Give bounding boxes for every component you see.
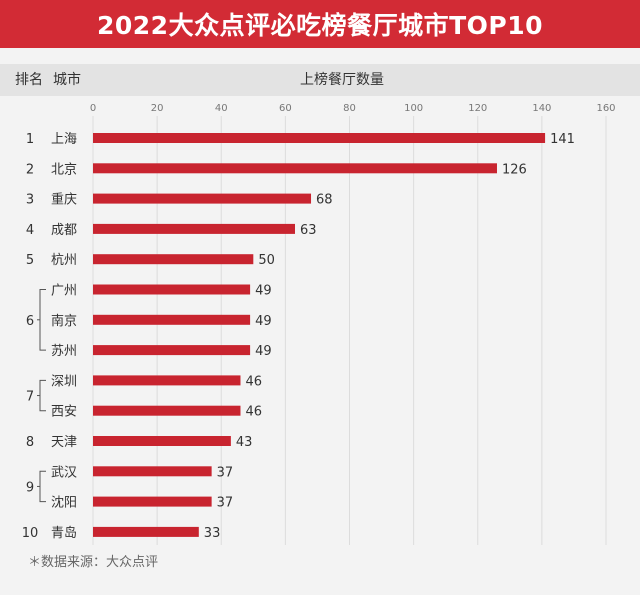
x-tick-label: 160 <box>596 103 615 114</box>
chart-title: 2022大众点评必吃榜餐厅城市TOP10 <box>0 0 640 48</box>
rank-label: 9 <box>26 480 34 495</box>
bar-value-label: 126 <box>502 162 527 177</box>
bar <box>93 193 312 204</box>
row-labels: 141上海126北京68重庆63成都50杭州49广州49南京49苏州46深圳46… <box>22 132 575 541</box>
column-header-row: 排名 城市 上榜餐厅数量 <box>0 64 640 96</box>
city-label: 成都 <box>51 223 77 238</box>
x-tick-label: 40 <box>215 103 228 114</box>
bar <box>93 405 241 416</box>
bar <box>93 284 251 295</box>
rank-label: 2 <box>26 162 34 177</box>
x-tick-label: 80 <box>343 103 356 114</box>
rank-label: 1 <box>26 132 34 147</box>
rank-group-bracket <box>39 379 46 412</box>
bar-value-label: 37 <box>217 465 234 480</box>
rank-column-header: 排名 <box>15 72 43 88</box>
bar-value-label: 68 <box>316 193 333 208</box>
x-tick-label: 120 <box>468 103 487 114</box>
city-label: 西安 <box>51 405 77 420</box>
x-tick-label: 60 <box>279 103 292 114</box>
bar <box>93 254 254 265</box>
city-label: 南京 <box>51 313 77 329</box>
bar-value-label: 49 <box>255 344 272 359</box>
bar-value-label: 43 <box>236 435 253 450</box>
x-tick-label: 140 <box>532 103 551 114</box>
city-label: 沈阳 <box>51 496 77 511</box>
rank-group-bracket <box>39 470 46 503</box>
rank-label: 3 <box>26 193 34 208</box>
city-column-header: 城市 <box>53 72 81 88</box>
bar-value-label: 37 <box>217 496 234 511</box>
city-label: 杭州 <box>51 253 77 268</box>
x-tick-label: 0 <box>90 103 96 114</box>
bar <box>93 163 497 174</box>
bar-value-label: 33 <box>204 526 221 541</box>
bar <box>93 496 212 507</box>
bar <box>93 526 199 537</box>
city-label: 深圳 <box>51 374 77 389</box>
rank-label: 5 <box>26 253 34 268</box>
bar <box>93 375 241 386</box>
bar <box>93 223 295 234</box>
gridlines <box>92 116 607 545</box>
city-label: 北京 <box>51 162 77 177</box>
city-label: 天津 <box>51 435 77 450</box>
city-label: 青岛 <box>51 525 77 541</box>
bar-value-label: 49 <box>255 284 272 299</box>
rank-label: 6 <box>26 314 34 329</box>
city-label: 苏州 <box>51 343 77 359</box>
bar-value-label: 50 <box>258 253 275 268</box>
bar-value-label: 63 <box>300 223 317 238</box>
rank-label: 4 <box>26 223 34 238</box>
bar <box>93 133 546 143</box>
bar-value-label: 141 <box>550 132 575 147</box>
bar <box>93 314 251 325</box>
data-source-note: ＊数据来源：大众点评 <box>28 555 159 570</box>
rank-group-bracket <box>39 289 46 351</box>
bar <box>93 466 212 477</box>
rank-label: 7 <box>26 390 34 405</box>
city-label: 武汉 <box>51 465 77 480</box>
bar <box>93 345 251 356</box>
rank-label: 10 <box>22 526 39 541</box>
city-label: 上海 <box>51 132 77 147</box>
x-tick-label: 100 <box>404 103 423 114</box>
bar-value-label: 46 <box>245 374 262 389</box>
city-label: 重庆 <box>51 192 77 208</box>
count-column-header: 上榜餐厅数量 <box>300 72 384 88</box>
bar <box>93 436 231 446</box>
rank-label: 8 <box>26 435 34 450</box>
x-tick-label: 20 <box>151 103 164 114</box>
bar-value-label: 46 <box>245 405 262 420</box>
bars <box>93 133 546 537</box>
bar-value-label: 49 <box>255 314 272 329</box>
city-label: 广州 <box>51 284 77 299</box>
x-tick-labels: 0 20 40 60 80 100 120 140 160 <box>90 103 616 114</box>
